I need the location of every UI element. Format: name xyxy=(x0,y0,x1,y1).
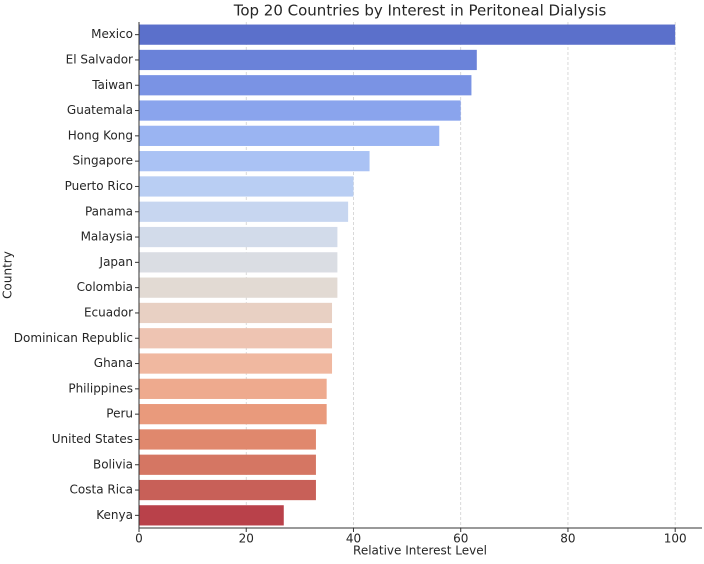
y-tick-label: Mexico xyxy=(91,27,133,41)
y-tick-label: Dominican Republic xyxy=(14,331,133,345)
x-tick-label: 0 xyxy=(135,532,143,546)
y-axis-label: Country xyxy=(1,251,15,299)
bar xyxy=(139,479,316,501)
y-tick-label: Peru xyxy=(106,407,133,421)
y-tick-label: Bolivia xyxy=(93,457,133,471)
y-tick-label: Ghana xyxy=(94,356,133,370)
bar xyxy=(139,353,333,374)
y-tick-label: Puerto Rico xyxy=(65,179,133,193)
y-tick-label: Kenya xyxy=(96,508,133,522)
x-axis-label: Relative Interest Level xyxy=(353,544,487,558)
y-tick-label: Hong Kong xyxy=(68,128,133,142)
x-tick-label: 80 xyxy=(560,532,575,546)
bar xyxy=(139,24,676,45)
y-tick-label: Malaysia xyxy=(81,230,133,244)
bar xyxy=(139,201,349,222)
bar xyxy=(139,328,333,349)
bar xyxy=(139,302,333,324)
bar xyxy=(139,404,327,425)
bar xyxy=(139,505,284,526)
y-tick-label: United States xyxy=(52,432,133,446)
bar xyxy=(139,454,316,475)
bar xyxy=(139,429,316,450)
bar xyxy=(139,75,472,96)
y-tick-label: Philippines xyxy=(68,381,133,395)
bar xyxy=(139,125,440,146)
y-tick-label: El Salvador xyxy=(66,52,133,66)
bar xyxy=(139,100,461,121)
x-tick-label: 40 xyxy=(346,532,361,546)
bar xyxy=(139,277,338,298)
bar xyxy=(139,151,370,172)
bar xyxy=(139,176,354,197)
x-tick-label: 60 xyxy=(453,532,468,546)
bar xyxy=(139,252,338,273)
y-tick-label: Taiwan xyxy=(91,78,133,92)
bar xyxy=(139,49,477,71)
y-tick-label: Guatemala xyxy=(67,103,133,117)
y-tick-label: Panama xyxy=(85,204,133,218)
y-tick-label: Japan xyxy=(99,255,133,269)
x-tick-label: 100 xyxy=(664,532,687,546)
y-tick-label: Ecuador xyxy=(84,305,133,319)
chart-title: Top 20 Countries by Interest in Peritone… xyxy=(233,2,607,20)
y-tick-label: Singapore xyxy=(72,154,133,168)
y-tick-label: Colombia xyxy=(77,280,133,294)
x-tick-label: 20 xyxy=(239,532,254,546)
bar xyxy=(139,378,327,399)
y-tick-label: Costa Rica xyxy=(70,483,133,497)
bar xyxy=(139,226,338,248)
